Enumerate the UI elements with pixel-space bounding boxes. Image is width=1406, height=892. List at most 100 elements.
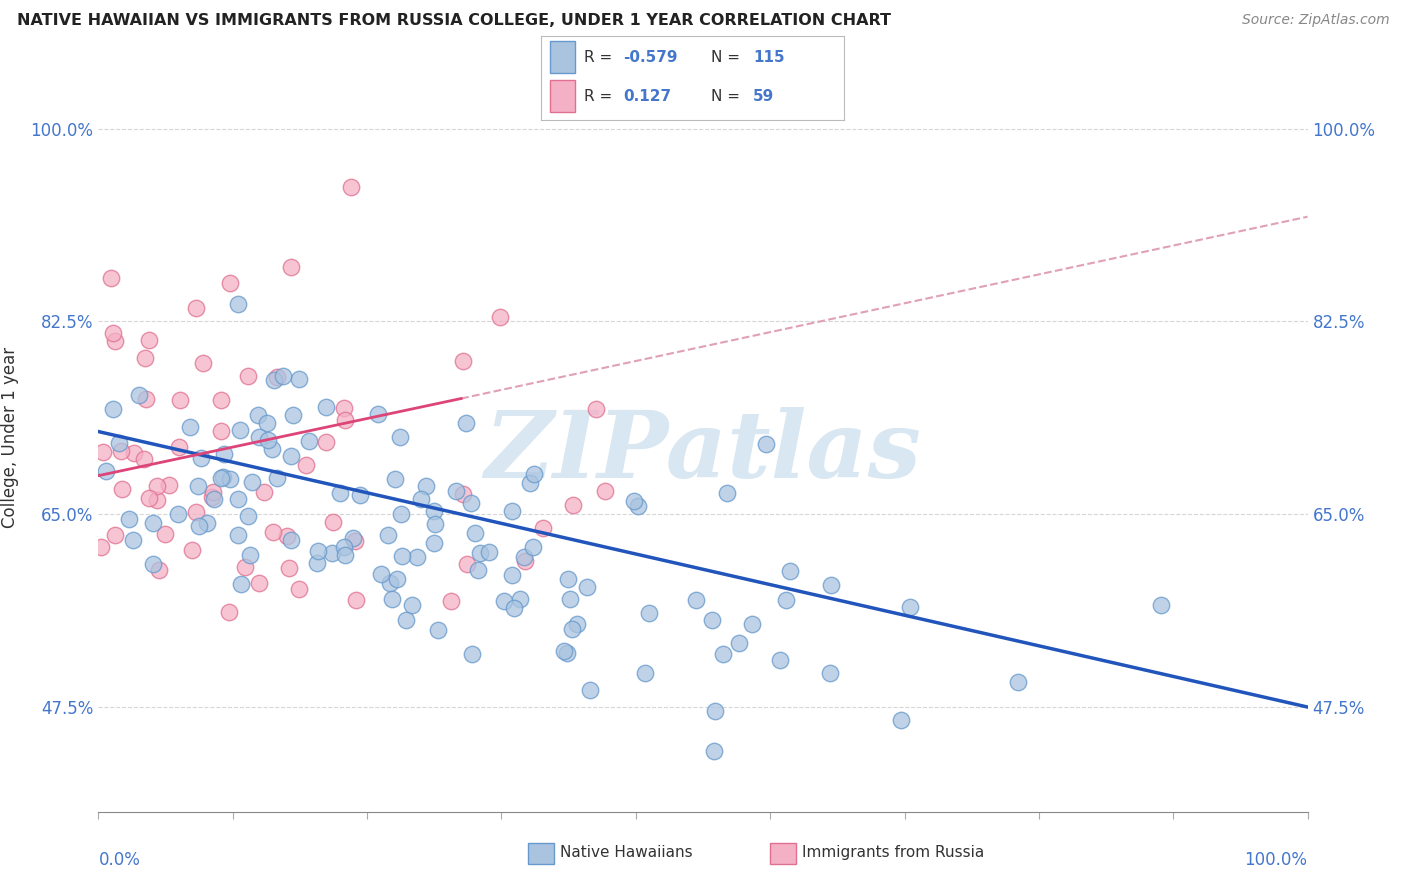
Point: [478, 545, 501, 559]
Point: [391, 549, 413, 563]
Text: ZIPatlas: ZIPatlas: [485, 407, 921, 497]
Point: [388, 430, 411, 444]
Point: [1150, 598, 1173, 612]
Point: [211, 470, 233, 484]
FancyBboxPatch shape: [527, 843, 554, 864]
Point: [122, 446, 145, 460]
Text: 115: 115: [754, 50, 785, 65]
Point: [401, 599, 423, 613]
Point: [155, 527, 177, 541]
Point: [451, 487, 474, 501]
Point: [685, 593, 707, 607]
Point: [561, 498, 583, 512]
Point: [134, 351, 156, 365]
Point: [370, 566, 392, 581]
Point: [295, 458, 318, 472]
Point: [415, 479, 437, 493]
Text: Source: ZipAtlas.com: Source: ZipAtlas.com: [1241, 13, 1389, 28]
Point: [377, 528, 399, 542]
Point: [769, 652, 792, 666]
Point: [595, 483, 617, 498]
Point: [138, 333, 160, 347]
Point: [394, 613, 416, 627]
Point: [343, 533, 366, 548]
Point: [741, 617, 763, 632]
Point: [142, 516, 165, 530]
Point: [271, 369, 294, 384]
Point: [202, 492, 225, 507]
Point: [579, 682, 602, 697]
Point: [229, 577, 252, 591]
Point: [263, 373, 285, 387]
Point: [711, 647, 734, 661]
Point: [489, 310, 512, 324]
Point: [229, 423, 252, 437]
FancyBboxPatch shape: [550, 79, 575, 112]
Point: [406, 549, 429, 564]
Point: [315, 435, 337, 450]
Point: [333, 413, 356, 427]
Point: [218, 605, 240, 619]
Point: [425, 516, 447, 531]
Point: [266, 471, 288, 485]
Point: [201, 485, 224, 500]
Point: [513, 549, 536, 564]
Point: [111, 482, 134, 496]
Text: Immigrants from Russia: Immigrants from Russia: [803, 846, 984, 861]
Point: [101, 402, 124, 417]
Text: N =: N =: [710, 89, 744, 104]
Point: [307, 556, 329, 570]
Point: [209, 424, 232, 438]
Point: [266, 370, 288, 384]
Point: [104, 527, 127, 541]
Point: [256, 434, 278, 448]
Point: [188, 518, 211, 533]
Point: [287, 372, 309, 386]
Point: [100, 271, 122, 285]
Point: [322, 515, 344, 529]
Point: [342, 531, 364, 545]
Point: [634, 665, 657, 680]
Point: [146, 479, 169, 493]
Point: [755, 437, 778, 451]
Point: [623, 494, 645, 508]
Point: [110, 444, 132, 458]
Point: [340, 179, 363, 194]
Point: [184, 301, 207, 315]
Point: [247, 430, 270, 444]
Text: 0.127: 0.127: [623, 89, 671, 104]
Point: [531, 521, 554, 535]
Point: [209, 393, 232, 408]
Point: [523, 467, 546, 481]
Point: [179, 420, 201, 434]
Point: [638, 606, 661, 620]
Point: [818, 666, 841, 681]
Point: [201, 490, 224, 504]
Point: [565, 616, 588, 631]
Point: [249, 576, 271, 591]
Point: [91, 445, 114, 459]
Point: [820, 578, 842, 592]
Point: [128, 388, 150, 402]
Point: [195, 516, 218, 530]
Point: [898, 599, 921, 614]
Point: [502, 601, 524, 615]
Point: [238, 509, 260, 524]
Point: [280, 533, 302, 548]
Point: [426, 623, 449, 637]
Point: [315, 400, 337, 414]
Point: [557, 572, 579, 586]
Point: [142, 557, 165, 571]
Point: [219, 276, 242, 290]
FancyBboxPatch shape: [769, 843, 796, 864]
FancyBboxPatch shape: [550, 41, 575, 73]
Point: [440, 594, 463, 608]
Point: [560, 592, 582, 607]
Point: [90, 540, 112, 554]
Point: [519, 476, 541, 491]
Point: [627, 500, 650, 514]
Point: [501, 504, 523, 518]
Point: [218, 472, 240, 486]
Point: [167, 508, 190, 522]
Point: [190, 450, 212, 465]
